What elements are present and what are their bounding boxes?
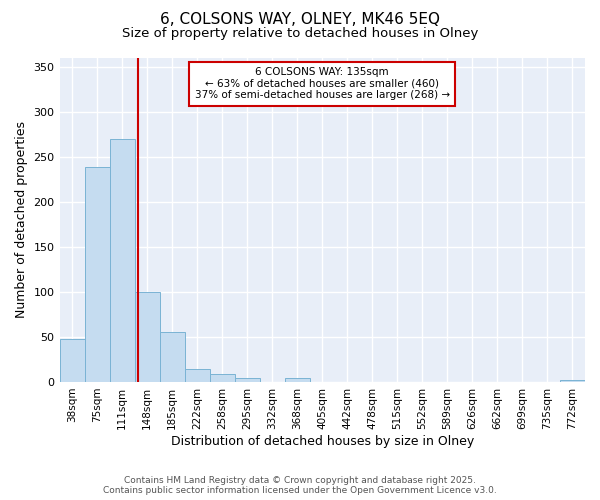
Bar <box>134 292 160 382</box>
Bar <box>560 380 585 382</box>
Bar <box>160 332 185 382</box>
Bar <box>285 378 310 382</box>
Bar <box>59 338 85 382</box>
Y-axis label: Number of detached properties: Number of detached properties <box>15 121 28 318</box>
Bar <box>209 374 235 382</box>
Bar <box>185 370 209 382</box>
Text: 6 COLSONS WAY: 135sqm
← 63% of detached houses are smaller (460)
37% of semi-det: 6 COLSONS WAY: 135sqm ← 63% of detached … <box>195 67 450 100</box>
Text: 6, COLSONS WAY, OLNEY, MK46 5EQ: 6, COLSONS WAY, OLNEY, MK46 5EQ <box>160 12 440 28</box>
Bar <box>110 138 134 382</box>
Bar <box>85 168 110 382</box>
Bar <box>235 378 260 382</box>
Text: Size of property relative to detached houses in Olney: Size of property relative to detached ho… <box>122 28 478 40</box>
Text: Contains HM Land Registry data © Crown copyright and database right 2025.
Contai: Contains HM Land Registry data © Crown c… <box>103 476 497 495</box>
X-axis label: Distribution of detached houses by size in Olney: Distribution of detached houses by size … <box>170 434 474 448</box>
